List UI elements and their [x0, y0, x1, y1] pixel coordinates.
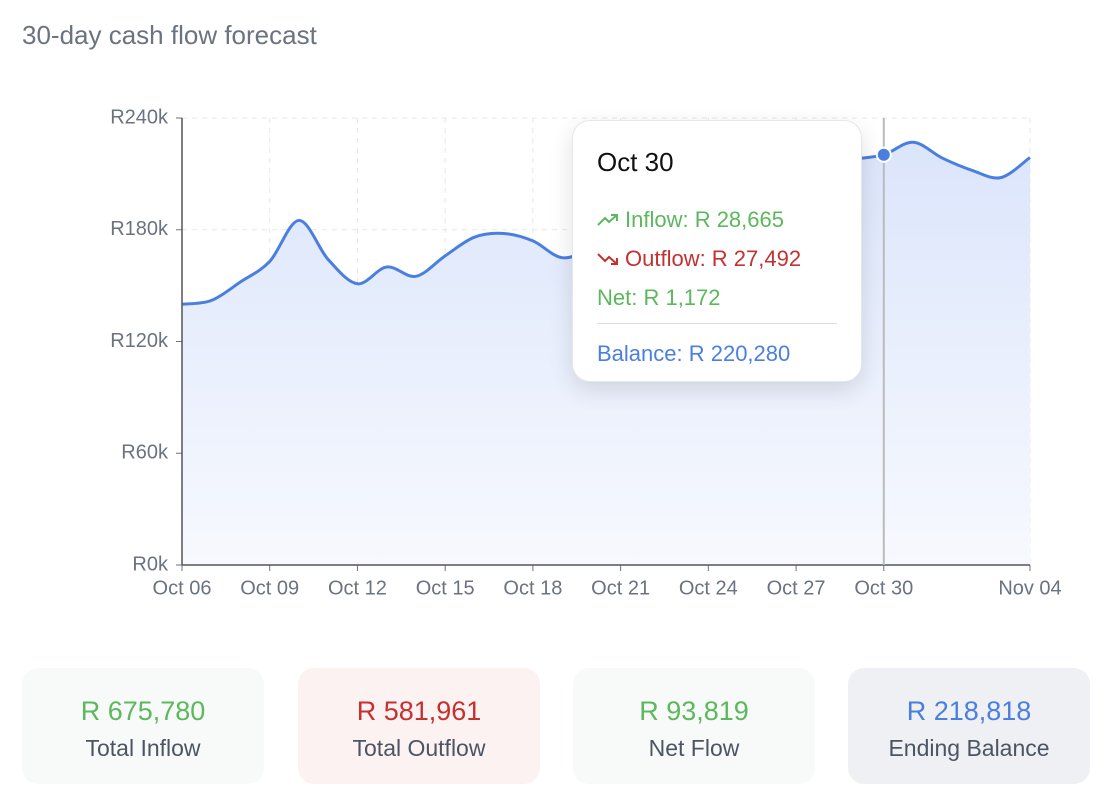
x-tick-label: Oct 21 — [591, 577, 650, 599]
tooltip-net: Net: R 1,172 — [597, 284, 721, 310]
x-tick-label: Oct 30 — [854, 577, 913, 599]
tooltip: Oct 30 Inflow: R 28,665 Outflow: R 27,49… — [572, 120, 862, 382]
x-tick-label: Oct 18 — [503, 577, 562, 599]
card-label: Total Inflow — [85, 735, 201, 761]
x-tick-label: Oct 06 — [153, 577, 212, 599]
card-label: Net Flow — [648, 735, 740, 761]
y-tick-label: R0k — [132, 553, 169, 575]
y-tick-label: R240k — [110, 106, 169, 128]
card-value: R 218,818 — [906, 696, 1032, 726]
card-value: R 93,819 — [639, 696, 749, 726]
icon-down — [597, 252, 618, 265]
y-tick-label: R120k — [110, 330, 169, 352]
card: R 93,819 Net Flow — [573, 668, 815, 784]
active-point — [875, 146, 892, 163]
x-tick-label: Oct 24 — [679, 577, 738, 599]
card-value: R 675,780 — [80, 696, 206, 726]
card-label: Total Outflow — [352, 735, 486, 761]
y-tick-label: R60k — [121, 442, 169, 464]
x-tick-label: Oct 15 — [416, 577, 475, 599]
card: R 581,961 Total Outflow — [298, 668, 540, 784]
chart-title: 30-day cash flow forecast — [22, 20, 317, 50]
x-tick-label: Oct 27 — [767, 577, 826, 599]
card: R 218,818 Ending Balance — [848, 668, 1090, 784]
x-tick-label: Nov 04 — [998, 577, 1061, 599]
icon-up — [597, 213, 618, 226]
tooltip-title: Oct 30 — [597, 147, 674, 177]
separator — [597, 323, 837, 324]
card-label: Ending Balance — [888, 735, 1050, 761]
card-value: R 581,961 — [356, 696, 482, 726]
x-tick-label: Oct 12 — [328, 577, 387, 599]
tooltip-balance: Balance: R 220,280 — [597, 340, 791, 366]
tooltip-outflow: Outflow: R 27,492 — [597, 239, 837, 278]
tooltip-inflow: Inflow: R 28,665 — [597, 200, 837, 239]
outflow-text: Outflow: R 27,492 — [625, 245, 802, 271]
card: R 675,780 Total Inflow — [22, 668, 264, 784]
x-tick-label: Oct 09 — [240, 577, 299, 599]
inflow-text: Inflow: R 28,665 — [625, 206, 784, 232]
y-tick-label: R180k — [110, 218, 169, 240]
